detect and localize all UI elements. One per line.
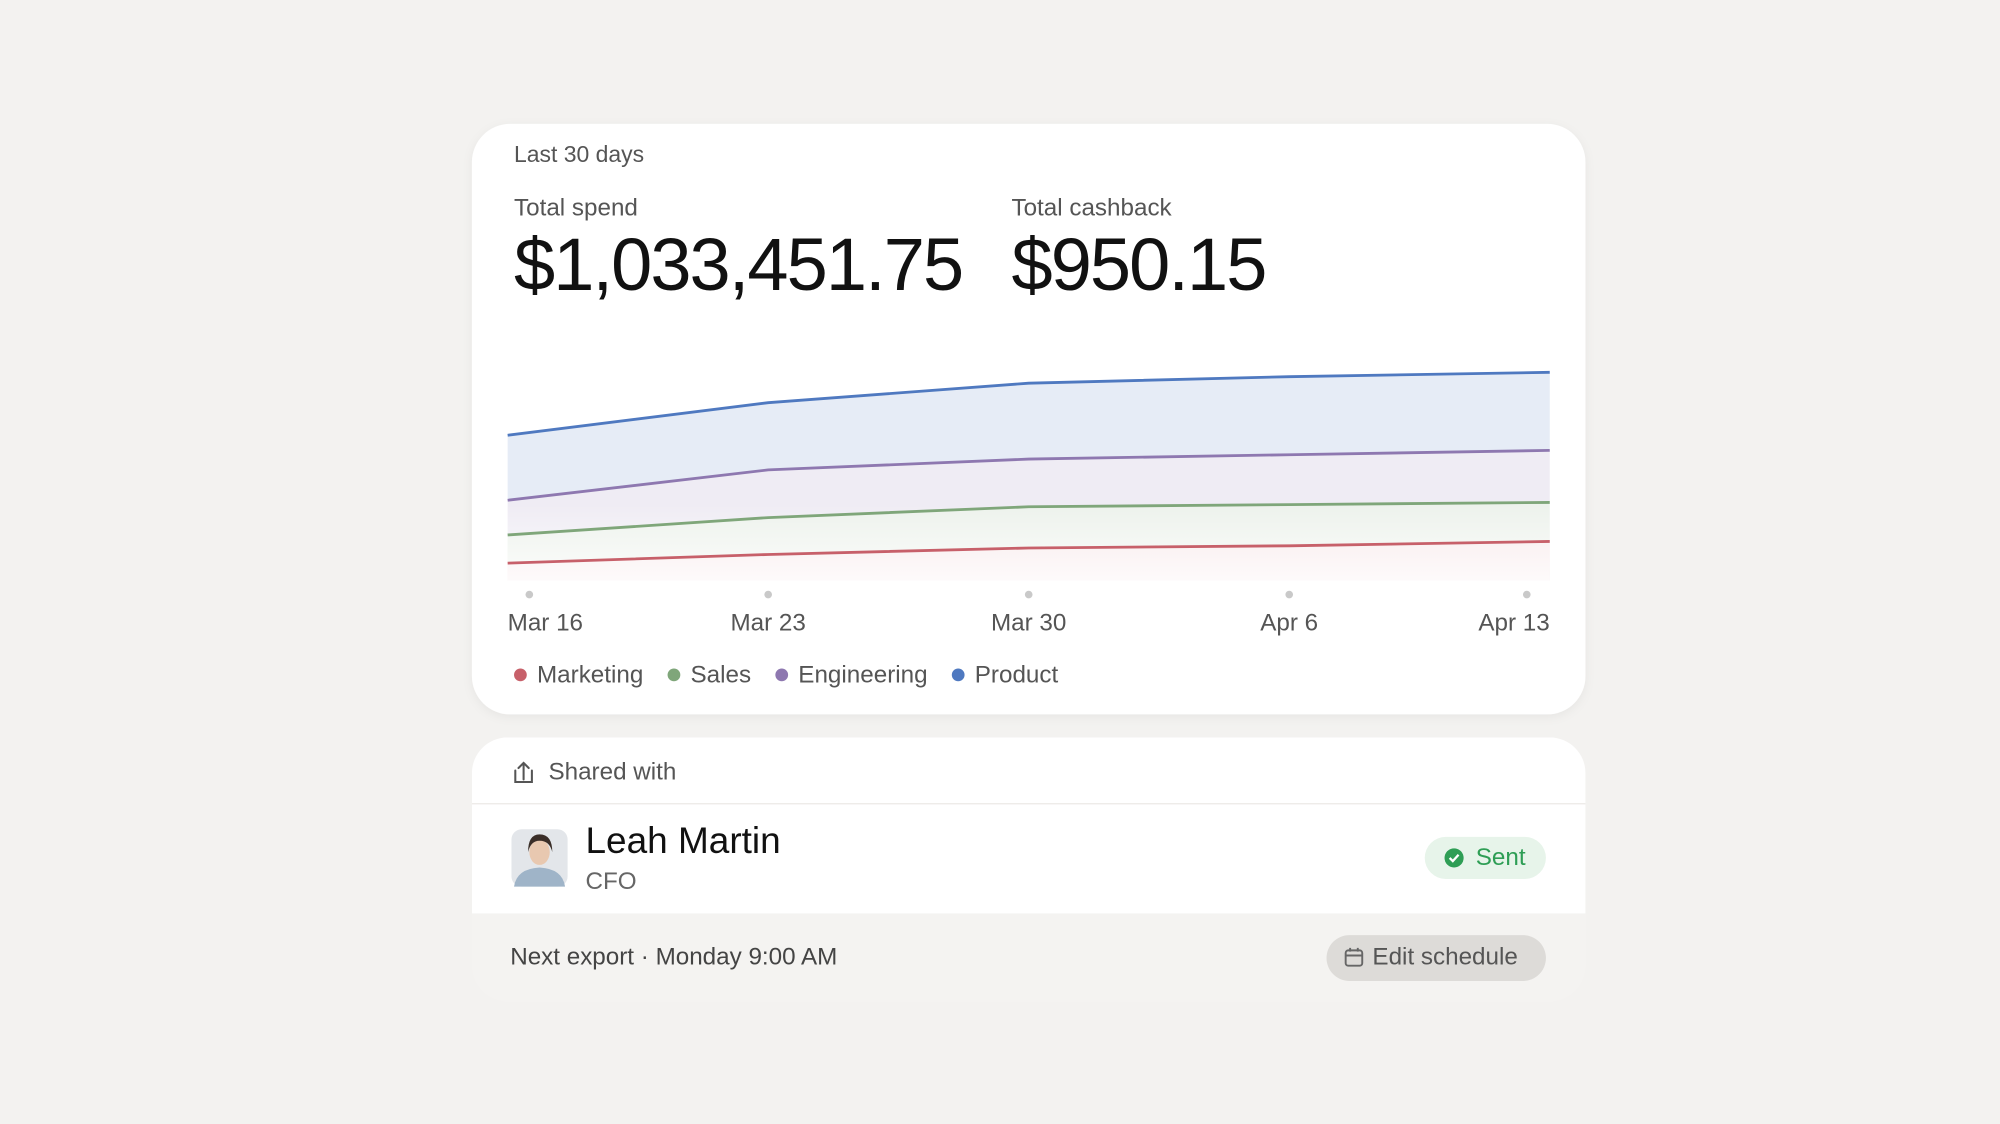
metric-value: $950.15 xyxy=(1011,223,1265,306)
next-export: Next export · Monday 9:00 AM xyxy=(510,943,837,970)
metric-label: Total spend xyxy=(514,195,638,222)
x-tick-label: Mar 30 xyxy=(991,609,1066,636)
legend-label: Sales xyxy=(691,662,752,689)
period: Last 30 days xyxy=(514,141,644,167)
tick-dot xyxy=(525,590,534,599)
legend-dot xyxy=(951,668,965,682)
person-role: CFO xyxy=(585,868,636,895)
calendar-icon xyxy=(1344,947,1364,967)
status-badge xyxy=(1424,836,1546,879)
tick-dot xyxy=(1024,590,1033,599)
area-band xyxy=(507,372,1550,501)
x-tick-label: Mar 16 xyxy=(508,609,583,636)
shared-title: Shared with xyxy=(548,759,676,786)
person-name: Leah Martin xyxy=(585,820,780,861)
legend-dot xyxy=(514,668,527,682)
legend-label: Product xyxy=(975,662,1059,689)
status-icon xyxy=(1444,848,1464,868)
legend-label: Engineering xyxy=(798,662,927,689)
button-bg[interactable] xyxy=(1326,935,1546,982)
tick-dot xyxy=(764,590,773,599)
legend-dot xyxy=(775,668,789,682)
series-line xyxy=(507,370,1550,437)
status-text: Sent xyxy=(1476,844,1526,871)
tick-dot xyxy=(1285,590,1294,599)
x-tick-label: Apr 13 xyxy=(1478,609,1549,636)
fade xyxy=(507,503,1550,581)
button-label[interactable]: Edit schedule xyxy=(1372,943,1517,970)
series-line xyxy=(507,501,1550,537)
chart: Mar 16 Mar 23 Mar 30 Apr 6 Apr 13 Marketing Sa… xyxy=(507,370,1550,689)
share-icon xyxy=(514,761,533,784)
x-tick-label: Apr 6 xyxy=(1260,609,1318,636)
x-tick-label: Mar 23 xyxy=(730,609,805,636)
avatar xyxy=(511,829,568,887)
legend-label: Marketing xyxy=(537,662,643,689)
series-line xyxy=(507,540,1550,565)
legend-dot xyxy=(667,668,681,682)
edit-schedule-button[interactable]: Edit schedule xyxy=(1326,935,1546,982)
tick-dot xyxy=(1522,590,1531,599)
series-line xyxy=(507,448,1550,502)
metric-label: Total cashback xyxy=(1011,195,1172,222)
metric-value: $1,033,451.75 xyxy=(514,223,962,306)
check xyxy=(1448,853,1460,863)
